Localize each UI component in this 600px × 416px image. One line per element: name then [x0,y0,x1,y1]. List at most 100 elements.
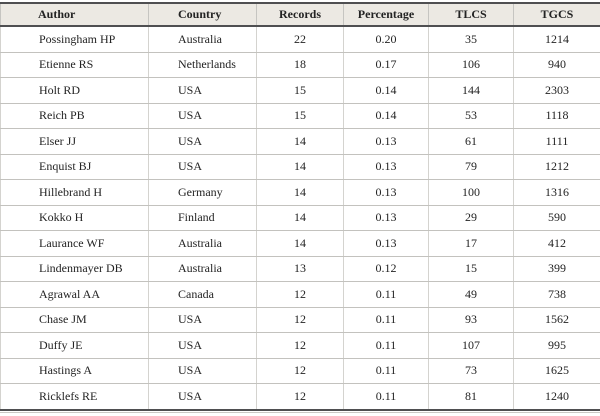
cell-author: Hastings A [0,358,149,384]
cell-country: USA [148,307,257,333]
cell-tgcs: 1562 [513,307,600,333]
table-row: Enquist BJ USA 14 0.13 79 1212 [0,154,600,180]
cell-author: Chase JM [0,307,149,333]
cell-records: 12 [256,383,344,410]
table-row: Holt RD USA 15 0.14 144 2303 [0,77,600,104]
cell-records: 14 [256,128,344,155]
cell-percentage: 0.13 [343,179,429,206]
column-header-tgcs: TGCS [513,3,600,27]
table-row: Hastings A USA 12 0.11 73 1625 [0,358,600,384]
table-row: Elser JJ USA 14 0.13 61 1111 [0,128,600,155]
cell-records: 18 [256,52,344,78]
cell-percentage: 0.13 [343,230,429,257]
cell-country: Canada [148,281,257,308]
column-header-country: Country [148,3,257,27]
cell-tgcs: 1316 [513,179,600,206]
cell-tgcs: 738 [513,281,600,308]
cell-records: 12 [256,358,344,384]
cell-country: USA [148,103,257,129]
cell-country: Netherlands [148,52,257,78]
cell-records: 15 [256,103,344,129]
table-body: Possingham HP Australia 22 0.20 35 1214 … [0,26,600,410]
table-row: Lindenmayer DB Australia 13 0.12 15 399 [0,256,600,282]
cell-country: Australia [148,256,257,282]
table-row: Possingham HP Australia 22 0.20 35 1214 [0,26,600,53]
cell-tlcs: 107 [428,332,514,359]
column-header-records: Records [256,3,344,27]
cell-percentage: 0.12 [343,256,429,282]
cell-percentage: 0.13 [343,128,429,155]
cell-tgcs: 940 [513,52,600,78]
cell-country: USA [148,358,257,384]
cell-author: Reich PB [0,103,149,129]
cell-country: Australia [148,230,257,257]
cell-percentage: 0.17 [343,52,429,78]
table-row: Hillebrand H Germany 14 0.13 100 1316 [0,179,600,206]
cell-percentage: 0.13 [343,154,429,180]
cell-tlcs: 61 [428,128,514,155]
cell-records: 12 [256,332,344,359]
cell-country: Germany [148,179,257,206]
cell-percentage: 0.14 [343,77,429,104]
cell-tgcs: 995 [513,332,600,359]
cell-author: Holt RD [0,77,149,104]
cell-records: 12 [256,307,344,333]
cell-country: Finland [148,205,257,231]
table-row: Ricklefs RE USA 12 0.11 81 1240 [0,383,600,410]
cell-author: Etienne RS [0,52,149,78]
cell-records: 14 [256,205,344,231]
table-row: Chase JM USA 12 0.11 93 1562 [0,307,600,333]
cell-country: USA [148,332,257,359]
cell-records: 22 [256,26,344,53]
table-row: Etienne RS Netherlands 18 0.17 106 940 [0,52,600,78]
cell-country: USA [148,128,257,155]
cell-tgcs: 412 [513,230,600,257]
cell-author: Agrawal AA [0,281,149,308]
cell-tlcs: 93 [428,307,514,333]
cell-country: USA [148,154,257,180]
cell-country: Australia [148,26,257,53]
cell-author: Kokko H [0,205,149,231]
table-row: Reich PB USA 15 0.14 53 1118 [0,103,600,129]
cell-percentage: 0.11 [343,332,429,359]
cell-tgcs: 1118 [513,103,600,129]
cell-percentage: 0.11 [343,358,429,384]
cell-tlcs: 81 [428,383,514,410]
table-row: Kokko H Finland 14 0.13 29 590 [0,205,600,231]
cell-country: USA [148,77,257,104]
cell-records: 15 [256,77,344,104]
cell-tlcs: 144 [428,77,514,104]
cell-tgcs: 399 [513,256,600,282]
cell-author: Ricklefs RE [0,383,149,410]
cell-author: Possingham HP [0,26,149,53]
cell-tgcs: 1111 [513,128,600,155]
cell-tlcs: 49 [428,281,514,308]
column-header-author: Author [0,3,149,27]
cell-tlcs: 15 [428,256,514,282]
cell-country: USA [148,383,257,410]
cell-tgcs: 1212 [513,154,600,180]
cell-percentage: 0.14 [343,103,429,129]
cell-tlcs: 100 [428,179,514,206]
cell-tlcs: 35 [428,26,514,53]
cell-tlcs: 73 [428,358,514,384]
cell-tgcs: 2303 [513,77,600,104]
cell-tlcs: 17 [428,230,514,257]
cell-percentage: 0.20 [343,26,429,53]
cell-records: 14 [256,154,344,180]
cell-tgcs: 590 [513,205,600,231]
cell-author: Hillebrand H [0,179,149,206]
cell-author: Laurance WF [0,230,149,257]
cell-tlcs: 29 [428,205,514,231]
cell-percentage: 0.11 [343,281,429,308]
cell-percentage: 0.11 [343,383,429,410]
cell-percentage: 0.11 [343,307,429,333]
cell-tgcs: 1625 [513,358,600,384]
cell-tlcs: 53 [428,103,514,129]
cell-records: 14 [256,179,344,206]
table-row: Duffy JE USA 12 0.11 107 995 [0,332,600,359]
bottom-rule [0,411,600,413]
cell-tgcs: 1214 [513,26,600,53]
column-header-percentage: Percentage [343,3,429,27]
